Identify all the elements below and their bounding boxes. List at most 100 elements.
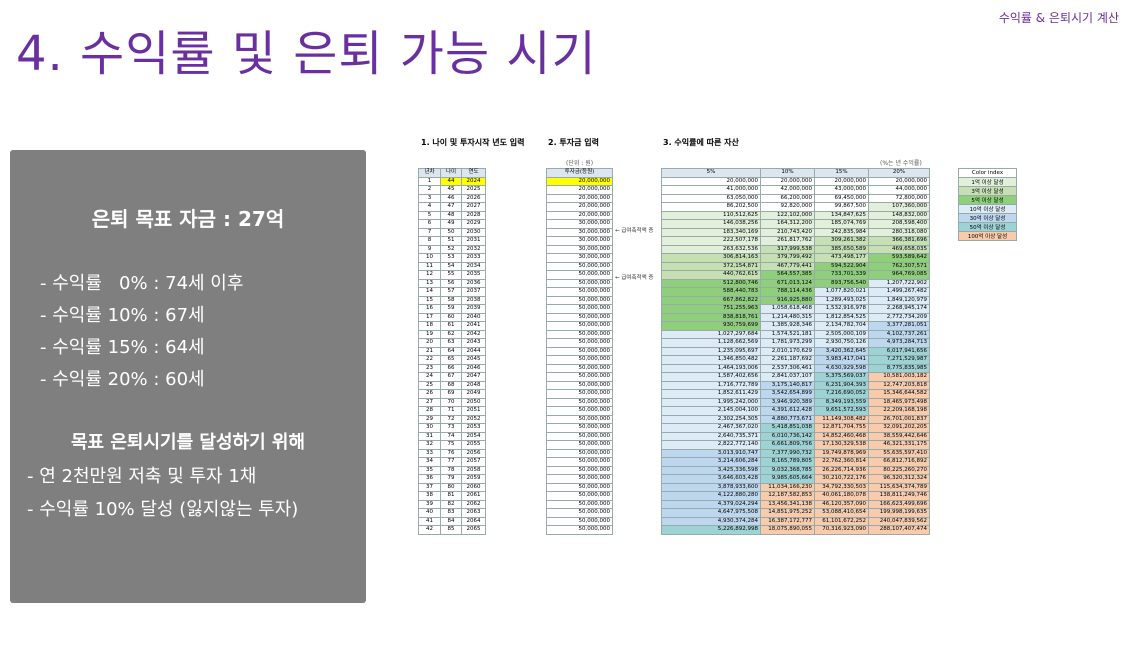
table-cell: 2046 bbox=[461, 363, 486, 373]
table-cell: 20,000,000 bbox=[760, 176, 815, 186]
table-row: 30,000,000 bbox=[546, 227, 613, 237]
table-cell: 2,822,772,140 bbox=[661, 440, 761, 450]
table-cell: 2,505,000,109 bbox=[814, 329, 869, 339]
table-cell: 78 bbox=[440, 465, 462, 475]
table-cell: 38 bbox=[418, 491, 441, 501]
table-cell: 50,000,000 bbox=[546, 499, 613, 509]
table-cell: 33 bbox=[418, 448, 441, 458]
table-cell: 11,149,308,482 bbox=[814, 414, 869, 424]
table-cell: 50,000,000 bbox=[546, 346, 613, 356]
column-header: 년차 bbox=[418, 168, 441, 178]
table-cell: 2,640,735,371 bbox=[661, 431, 761, 441]
table-row: 40 83 2063 bbox=[418, 508, 486, 518]
table-cell: 15 bbox=[418, 295, 441, 305]
table-row: 263,632,536 317,999,538 385,650,589 469,658… bbox=[661, 244, 930, 254]
table-row: 1,346,850,482 2,261,187,692 3,983,417,041 7… bbox=[661, 355, 930, 365]
table-cell: 2032 bbox=[461, 244, 486, 254]
table-row: 1,587,402,656 2,841,037,107 5,375,569,037 1… bbox=[661, 372, 930, 382]
table-cell: 2045 bbox=[461, 355, 486, 365]
table-cell: 916,925,880 bbox=[760, 295, 815, 305]
table-cell: 4,880,773,671 bbox=[760, 414, 815, 424]
table-row: 30,000,000 bbox=[546, 236, 613, 246]
table-row: 9 52 2032 bbox=[418, 244, 486, 254]
table-row: 21 64 2044 bbox=[418, 346, 486, 356]
table-cell: 92,820,000 bbox=[760, 202, 815, 212]
legend-item: 1억 이상 달성 bbox=[958, 177, 1017, 187]
table-row: 50,000,000 bbox=[546, 508, 613, 518]
table-row: 20,000,000 bbox=[546, 210, 613, 220]
spreadsheet-image: 1. 나이 및 투자시작 년도 입력 2. 투자금 입력 3. 수익률에 따른 … bbox=[418, 130, 1024, 585]
table-cell: 84 bbox=[440, 516, 462, 526]
table-row: 50,000,000 bbox=[546, 346, 613, 356]
table-row: 50,000,000 bbox=[546, 287, 613, 297]
table-row: 3,646,603,428 9,985,605,664 30,210,722,176… bbox=[661, 474, 930, 484]
table-cell: 46,321,331,175 bbox=[868, 440, 930, 450]
table-cell: 3,646,603,428 bbox=[661, 474, 761, 484]
column-header: 20% bbox=[868, 168, 930, 178]
table-cell: 30,000,000 bbox=[546, 219, 613, 229]
legend-item: 5억 이상 달성 bbox=[958, 195, 1017, 205]
table-row: 372,154,871 467,779,441 594,522,904 762,307… bbox=[661, 261, 930, 271]
table-cell: 27 bbox=[418, 397, 441, 407]
table-cell: 6,231,904,393 bbox=[814, 380, 869, 390]
table-cell: 75 bbox=[440, 440, 462, 450]
return-rate-item: - 수익률 15% : 64세 bbox=[40, 337, 205, 358]
table-row: 512,800,746 671,013,124 893,756,540 1,207,7… bbox=[661, 278, 930, 288]
table-cell: 372,154,871 bbox=[661, 261, 761, 271]
table-cell: 467,779,441 bbox=[760, 261, 815, 271]
table-row: 20 63 2043 bbox=[418, 338, 486, 348]
table-row: 50,000,000 bbox=[546, 278, 613, 288]
table-cell: 1,058,618,468 bbox=[760, 304, 815, 314]
table-cell: 9 bbox=[418, 244, 441, 254]
table-row: 3,878,933,600 11,034,166,230 34,792,330,50… bbox=[661, 482, 930, 492]
unit-note: (단위 : 원) bbox=[566, 160, 594, 167]
table-cell: 17,130,329,538 bbox=[814, 440, 869, 450]
table-cell: 2050 bbox=[461, 397, 486, 407]
table-cell: 2051 bbox=[461, 406, 486, 416]
table-cell: 564,557,385 bbox=[760, 270, 815, 280]
table-cell: 69 bbox=[440, 389, 462, 399]
salary-note: ← 급여축적액 증 bbox=[615, 228, 654, 234]
table-row: 50,000,000 bbox=[546, 423, 613, 433]
table-cell: 50,000,000 bbox=[546, 389, 613, 399]
table-cell: 50 bbox=[440, 227, 462, 237]
table-row: 50,000,000 bbox=[546, 389, 613, 399]
table-cell: 222,507,178 bbox=[661, 236, 761, 246]
table-cell: 385,650,589 bbox=[814, 244, 869, 254]
table-row: 41 84 2064 bbox=[418, 516, 486, 526]
table-cell: 469,658,035 bbox=[868, 244, 930, 254]
table-row: 50,000,000 bbox=[546, 397, 613, 407]
table-cell: 50,000,000 bbox=[546, 355, 613, 365]
table-cell: 40 bbox=[418, 508, 441, 518]
table-cell: 788,114,436 bbox=[760, 287, 815, 297]
table-cell: 49 bbox=[440, 219, 462, 229]
table-cell: 5,375,569,037 bbox=[814, 372, 869, 382]
table-cell: 50,000,000 bbox=[546, 338, 613, 348]
legend-row: 30억 이상 달성 bbox=[958, 213, 1017, 223]
table-cell: 71 bbox=[440, 406, 462, 416]
table-cell: 50,000,000 bbox=[546, 304, 613, 314]
legend-row: 100억 이상 달성 bbox=[958, 231, 1017, 241]
table-cell: 164,312,200 bbox=[760, 219, 815, 229]
legend-row: 1억 이상 달성 bbox=[958, 177, 1017, 187]
table-row: 588,440,783 788,114,436 1,077,820,021 1,499… bbox=[661, 287, 930, 297]
return-rate-item: - 수익률 20% : 60세 bbox=[40, 369, 205, 390]
table-cell: 12,187,582,853 bbox=[760, 491, 815, 501]
color-index-legend: Color index 1억 이상 달성 3억 이상 달성 5억 이상 달성 10억 … bbox=[958, 168, 1017, 241]
table-cell: 2055 bbox=[461, 440, 486, 450]
legend-row: 5억 이상 달성 bbox=[958, 195, 1017, 205]
table-cell: 2024 bbox=[461, 176, 486, 186]
table-cell: 2038 bbox=[461, 295, 486, 305]
table-cell: 13,456,341,138 bbox=[760, 499, 815, 509]
table-cell: 45 bbox=[440, 185, 462, 195]
table-cell: 29 bbox=[418, 414, 441, 424]
table-cell: 512,800,746 bbox=[661, 278, 761, 288]
column-header: 나이 bbox=[440, 168, 462, 178]
table-row: 63,050,000 66,200,000 69,450,000 72,800,000 bbox=[661, 193, 930, 203]
summary-box: 은퇴 목표 자금 : 27억 - 수익률 0% : 74세 이후 - 수익률 1… bbox=[10, 150, 366, 603]
table-row: 50,000,000 bbox=[546, 295, 613, 305]
table-cell: 22,209,168,198 bbox=[868, 406, 930, 416]
table-cell: 1,027,297,684 bbox=[661, 329, 761, 339]
table-row: 110,512,625 122,102,000 134,847,625 148,832… bbox=[661, 210, 930, 220]
table-cell: 80 bbox=[440, 482, 462, 492]
